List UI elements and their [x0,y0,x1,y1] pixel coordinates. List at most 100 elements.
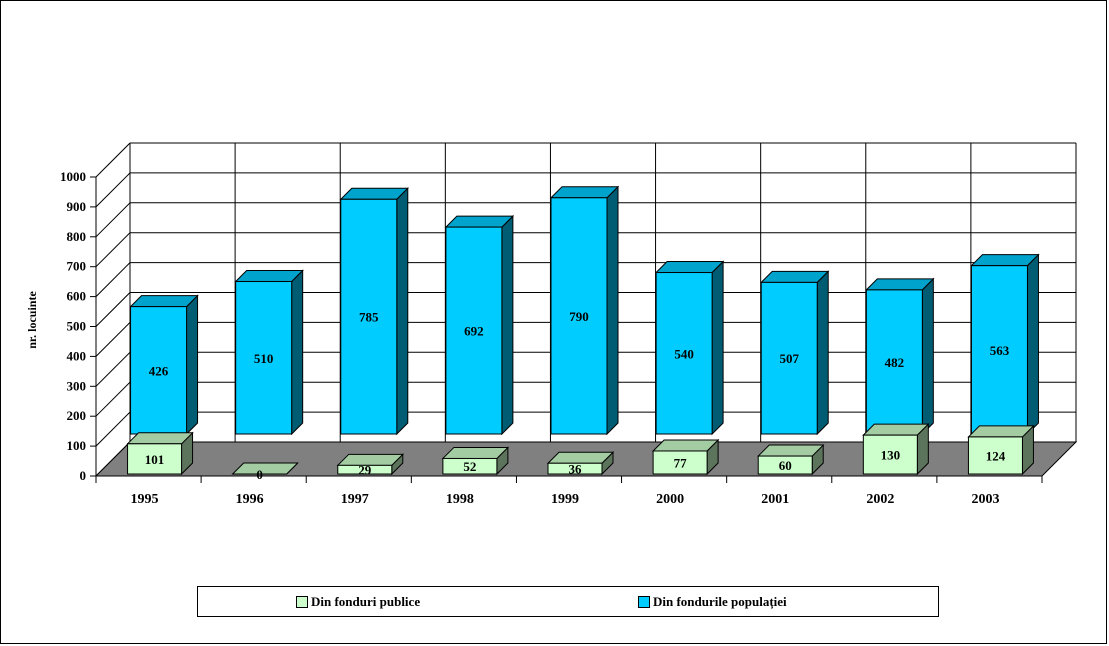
bar-public-2000-front [652,450,708,475]
data-label-population-2001: 507 [779,351,799,366]
bar-population-2001 [760,270,830,436]
legend-item-public: Din fonduri publice [296,594,420,610]
bar-population-1998-front [445,226,503,435]
bar-population-2001-front [760,281,818,435]
data-label-population-1995: 426 [149,363,169,378]
gridline-side [95,142,131,178]
data-label-public-1999: 36 [569,462,583,477]
bar-population-1996-side [291,269,304,436]
data-label-public-2002: 130 [881,448,901,463]
data-label-public-2001: 60 [779,458,792,473]
bar-public-2001-top [757,444,825,457]
gridline-side [95,411,131,447]
x-tick-label: 2003 [971,492,999,507]
gridline-side [95,232,131,268]
bar-public-2000 [651,438,720,476]
x-tick-label: 1999 [551,492,579,507]
data-label-population-2000: 540 [674,346,694,361]
bar-public-2002-front [862,434,918,475]
x-tick-label: 2002 [866,492,894,507]
bar-public-1998-front [442,457,498,475]
bar-public-1996 [231,462,299,475]
data-label-public-1996: 0 [256,467,263,482]
bar-population-1996 [234,269,304,436]
x-tick-label: 1998 [446,492,474,507]
bar-population-2002-side [921,277,934,436]
bar-public-2000-top [651,439,720,452]
bar-population-1997-front [340,198,398,435]
bar-public-1995-front [127,443,183,475]
bar-public-1997-front [337,464,393,475]
bar-population-2002-top [865,278,935,291]
y-tick-label: 900 [67,199,87,214]
bar-population-1999-top [549,186,620,199]
bar-population-2001-side [816,270,829,436]
gridline-side [95,351,131,387]
bar-population-2000-top [654,261,725,274]
gridline-side [95,202,131,238]
bar-population-1999-front [550,197,608,435]
gridline-side [95,262,131,297]
bar-population-1997-side [396,187,409,436]
bar-population-1995-front [130,306,188,435]
gridline-side [95,292,131,327]
bar-public-2002-top [862,423,930,436]
bar-population-1995-side [186,294,199,436]
y-tick-label: 200 [67,408,87,423]
bar-public-2003-front [967,436,1023,475]
y-tick-label: 600 [67,289,87,304]
bar-population-1998-side [501,214,514,436]
legend-swatch-public [296,596,308,608]
bar-population-2000-front [655,272,713,435]
bar-population-2002 [865,277,935,436]
x-tick-label: 1997 [341,492,369,507]
bar-population-2003-side [1026,253,1039,436]
legend-item-population: Din fondurile populației [638,594,787,610]
bar-population-1997-top [339,187,409,200]
bar-population-1995 [129,294,199,436]
legend-label-population: Din fondurile populației [653,594,787,609]
data-label-population-1999: 790 [569,309,589,324]
bar-population-2000-side [711,260,724,436]
data-label-population-1998: 692 [464,324,484,339]
bar-population-2001-top [760,270,830,283]
bar-public-1997 [336,453,404,476]
bars [126,185,1040,476]
legend-swatch-population [638,596,650,608]
bar-population-1997 [339,187,409,436]
bar-public-2003 [967,424,1035,476]
bar-public-1996-top [231,462,299,475]
y-tick-label: 800 [67,229,87,244]
bar-public-1995-top [126,432,194,445]
data-label-population-1996: 510 [254,351,274,366]
x-tick-label: 1995 [131,492,159,507]
bar-public-1998 [441,446,510,476]
bar-population-1996-front [235,281,293,435]
bar-population-1996-top [234,270,304,283]
bar-population-1998 [444,214,515,436]
gridline-side [95,322,131,357]
y-axis-label: nr. locuinte [25,291,39,349]
y-tick-label: 700 [67,259,87,274]
bar-public-2001-front [757,455,813,475]
bar-population-2003 [970,253,1040,436]
legend: Din fonduri publice Din fondurile popula… [197,586,939,617]
y-tick-label: 0 [80,468,87,483]
data-label-public-2003: 124 [986,448,1006,463]
bar-population-1999 [549,185,620,436]
data-label-population-2002: 482 [885,355,905,370]
data-label-public-1998: 52 [463,459,476,474]
bar-population-1995-top [129,295,199,308]
bar-population-2000 [654,260,725,436]
data-labels: 426 510 785 692 790 540 507 482 563 101 0 29 52 36 77 6… [145,309,1010,482]
bar-population-2003-front [970,265,1028,435]
gridline-side [95,381,131,417]
y-tick-label: 400 [67,348,87,363]
bar-public-2003-top [967,425,1035,438]
bar-population-1999-side [606,185,619,436]
x-tick-label: 2001 [761,492,789,507]
y-tick-label: 500 [67,319,87,334]
